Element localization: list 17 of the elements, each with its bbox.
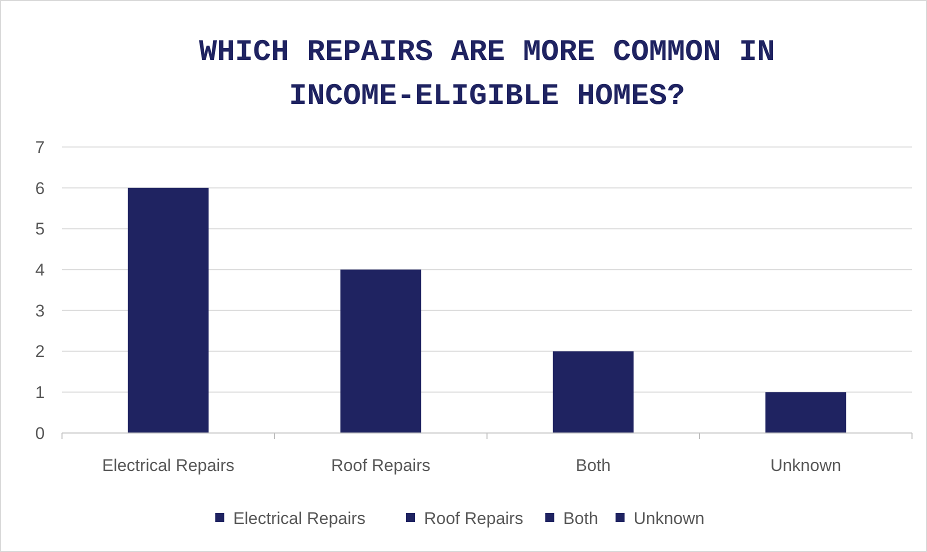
legend-label: Unknown <box>634 508 704 528</box>
legend-label: Electrical Repairs <box>233 508 366 528</box>
y-tick-label: 2 <box>35 342 45 362</box>
y-tick-label: 7 <box>35 138 45 157</box>
x-tick-label: Roof Repairs <box>331 456 430 475</box>
y-tick-label: 6 <box>35 178 45 198</box>
x-tick-label: Unknown <box>770 456 842 475</box>
y-tick-label: 4 <box>35 260 45 280</box>
x-tick-label: Electrical Repairs <box>102 456 234 475</box>
y-tick-label: 3 <box>35 301 45 320</box>
chart-title: WHICH REPAIRS ARE MORE COMMON IN INCOME-ELIGIBLE HOMES? <box>198 36 776 114</box>
y-tick-label: 5 <box>35 220 45 239</box>
legend-label: Both <box>563 508 598 528</box>
x-tick-label: Both <box>576 456 611 475</box>
legend-label: Roof Repairs <box>424 508 524 528</box>
y-tick-label: 0 <box>35 424 45 443</box>
y-tick-label: 1 <box>35 383 45 402</box>
